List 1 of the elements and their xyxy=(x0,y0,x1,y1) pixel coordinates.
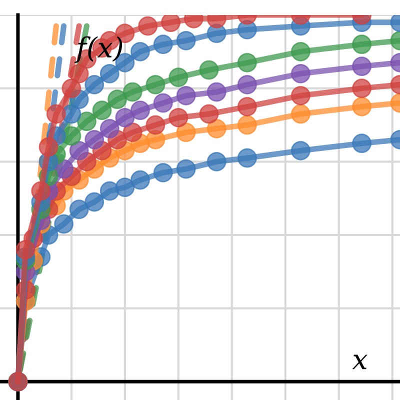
x-axis-title: x xyxy=(352,354,368,370)
